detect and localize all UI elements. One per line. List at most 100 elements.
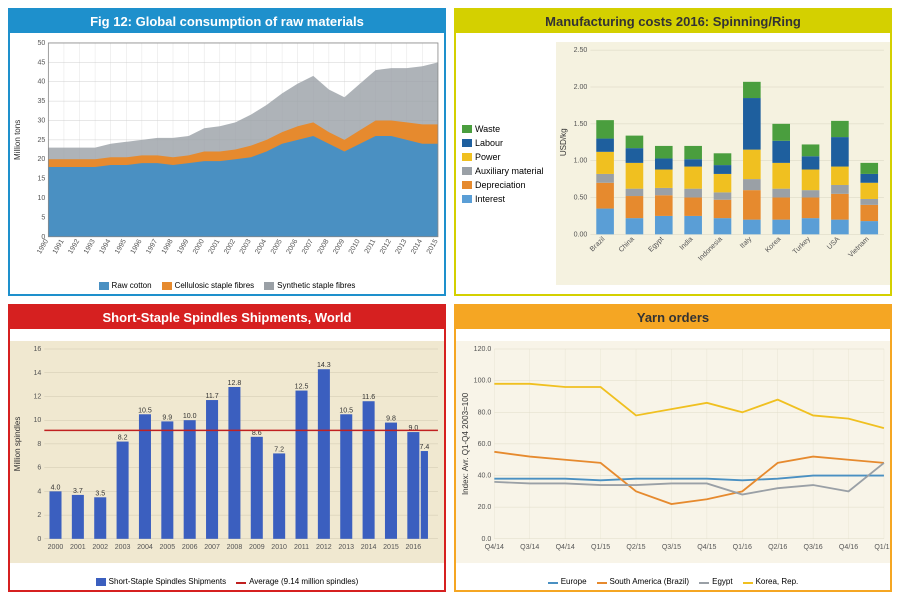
svg-text:USD/kg: USD/kg	[559, 128, 568, 156]
svg-text:40.0: 40.0	[478, 473, 492, 480]
svg-text:2010: 2010	[271, 544, 287, 551]
svg-text:Q2/16: Q2/16	[768, 544, 787, 551]
svg-text:2010: 2010	[348, 238, 362, 255]
legend-label: Synthetic staple fibres	[277, 281, 355, 290]
legend-item: Power	[462, 152, 556, 162]
legend-item: Europe	[548, 577, 587, 586]
svg-text:2015: 2015	[383, 544, 399, 551]
legend-label: South America (Brazil)	[610, 577, 690, 586]
svg-text:9.8: 9.8	[386, 416, 396, 423]
svg-text:2011: 2011	[294, 544, 309, 551]
chart-yarn-orders: Yarn orders 0.020.040.060.080.0100.0120.…	[454, 304, 892, 592]
svg-text:0.00: 0.00	[574, 230, 588, 238]
svg-text:10.5: 10.5	[339, 407, 353, 414]
svg-text:2015: 2015	[426, 238, 440, 255]
svg-text:1998: 1998	[161, 238, 175, 255]
svg-text:8.2: 8.2	[118, 435, 128, 442]
svg-text:Q1/16: Q1/16	[733, 544, 752, 551]
legend-item: Auxiliary material	[462, 166, 556, 176]
legend-swatch	[462, 167, 472, 175]
chart-raw-materials: Fig 12: Global consumption of raw materi…	[8, 8, 446, 296]
chart2-legend: WasteLabourPowerAuxiliary materialDeprec…	[456, 33, 556, 294]
svg-text:2014: 2014	[410, 238, 424, 255]
svg-text:2001: 2001	[70, 544, 86, 551]
svg-text:Q3/16: Q3/16	[804, 544, 823, 551]
svg-text:2.00: 2.00	[574, 83, 588, 91]
svg-text:11.7: 11.7	[205, 393, 218, 400]
svg-text:1990: 1990	[36, 238, 50, 255]
legend-swatch	[99, 282, 109, 290]
chart1-title: Fig 12: Global consumption of raw materi…	[10, 10, 444, 33]
svg-text:2011: 2011	[364, 238, 378, 255]
svg-text:8: 8	[37, 441, 41, 448]
svg-text:14.3: 14.3	[317, 362, 331, 369]
legend-label: Raw cotton	[112, 281, 152, 290]
svg-text:15: 15	[37, 176, 45, 183]
svg-text:Q1/17: Q1/17	[874, 544, 890, 551]
svg-text:10.0: 10.0	[183, 413, 197, 420]
legend-label: Labour	[475, 138, 503, 148]
legend-swatch	[162, 282, 172, 290]
svg-text:2004: 2004	[137, 544, 153, 551]
legend-swatch	[548, 582, 558, 584]
legend-item: Average (9.14 million spindles)	[236, 577, 358, 586]
svg-text:0: 0	[37, 536, 41, 543]
svg-text:Index: Avr. Q1-Q4 2003=100: Index: Avr. Q1-Q4 2003=100	[461, 392, 470, 495]
svg-text:10: 10	[33, 417, 41, 424]
legend-label: Short-Staple Spindles Shipments	[109, 577, 226, 586]
svg-text:6: 6	[37, 465, 41, 472]
svg-text:2.50: 2.50	[574, 46, 588, 54]
svg-text:60.0: 60.0	[478, 441, 492, 448]
legend-item: Depreciation	[462, 180, 556, 190]
legend-label: Cellulosic staple fibres	[175, 281, 255, 290]
svg-text:40: 40	[37, 79, 45, 86]
legend-swatch	[462, 195, 472, 203]
legend-item: Labour	[462, 138, 556, 148]
svg-text:1.50: 1.50	[574, 120, 588, 128]
legend-swatch	[462, 181, 472, 189]
svg-text:16: 16	[33, 346, 41, 353]
svg-text:12.8: 12.8	[228, 380, 242, 387]
legend-swatch	[462, 125, 472, 133]
svg-text:5: 5	[41, 214, 45, 221]
legend-label: Power	[475, 152, 501, 162]
svg-text:1997: 1997	[145, 238, 159, 255]
svg-text:4: 4	[37, 488, 41, 495]
legend-swatch	[264, 282, 274, 290]
svg-text:2003: 2003	[115, 544, 131, 551]
svg-text:2007: 2007	[301, 238, 315, 255]
svg-text:2000: 2000	[192, 238, 206, 255]
svg-text:2008: 2008	[317, 238, 331, 255]
svg-text:Q4/15: Q4/15	[697, 544, 716, 551]
legend-swatch	[96, 578, 106, 586]
svg-text:35: 35	[37, 98, 45, 105]
svg-text:2006: 2006	[182, 544, 198, 551]
svg-text:2009: 2009	[249, 544, 265, 551]
svg-text:80.0: 80.0	[478, 409, 492, 416]
svg-text:1995: 1995	[114, 238, 128, 255]
legend-label: Average (9.14 million spindles)	[249, 577, 358, 586]
svg-text:2005: 2005	[270, 238, 284, 255]
legend-swatch	[597, 582, 607, 584]
svg-text:14: 14	[33, 370, 41, 377]
svg-text:12.5: 12.5	[295, 384, 309, 391]
legend-item: Cellulosic staple fibres	[162, 281, 255, 290]
svg-text:2012: 2012	[379, 238, 393, 255]
svg-text:1.00: 1.00	[574, 157, 588, 165]
chart2-title: Manufacturing costs 2016: Spinning/Ring	[456, 10, 890, 33]
svg-text:2016: 2016	[405, 544, 421, 551]
legend-swatch	[236, 582, 246, 584]
legend-item: South America (Brazil)	[597, 577, 690, 586]
chart1-legend: Raw cotton Cellulosic staple fibres Synthe…	[10, 279, 444, 294]
svg-text:2000: 2000	[48, 544, 64, 551]
svg-text:2008: 2008	[227, 544, 243, 551]
legend-swatch	[462, 139, 472, 147]
svg-text:10.5: 10.5	[138, 407, 152, 414]
svg-text:7.4: 7.4	[419, 444, 429, 451]
svg-text:2002: 2002	[223, 238, 237, 255]
svg-text:Q4/14: Q4/14	[485, 544, 504, 551]
legend-swatch	[743, 582, 753, 584]
svg-text:2004: 2004	[254, 238, 268, 255]
svg-text:2007: 2007	[204, 544, 220, 551]
svg-text:Million spindles: Million spindles	[13, 417, 22, 472]
